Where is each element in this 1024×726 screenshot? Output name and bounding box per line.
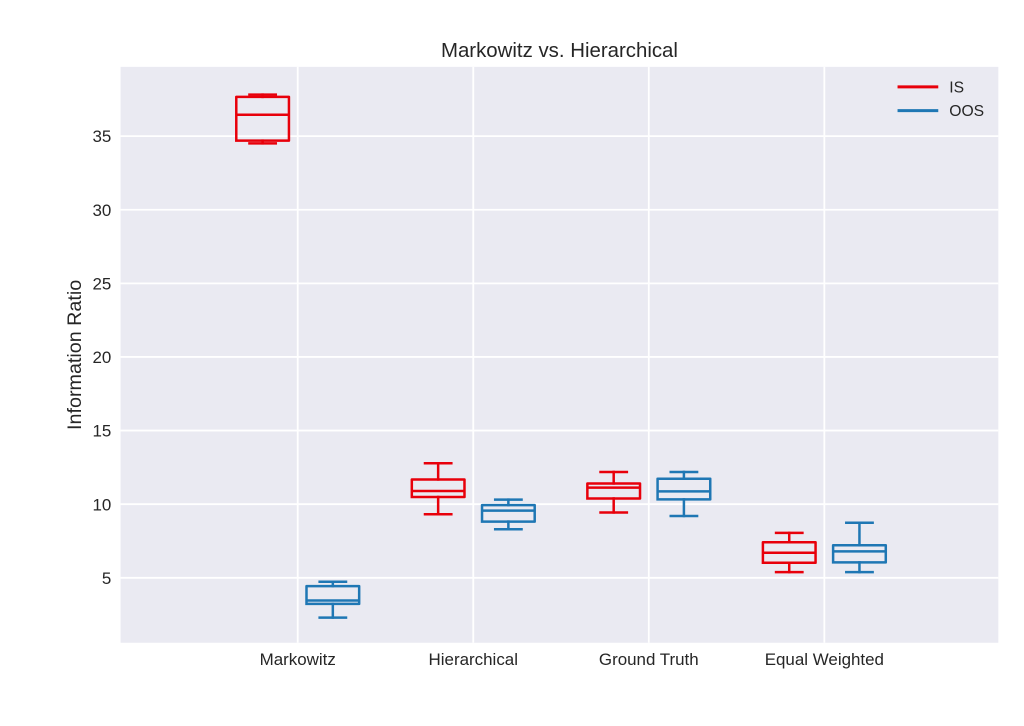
svg-text:35: 35 <box>92 127 111 146</box>
svg-text:20: 20 <box>92 348 111 367</box>
svg-text:IS: IS <box>949 79 964 96</box>
svg-text:15: 15 <box>92 422 111 441</box>
svg-text:5: 5 <box>102 569 111 588</box>
svg-text:25: 25 <box>92 274 111 293</box>
svg-text:30: 30 <box>92 201 111 220</box>
svg-text:Markowitz: Markowitz <box>260 650 336 669</box>
svg-text:Hierarchical: Hierarchical <box>429 650 518 669</box>
svg-text:Ground Truth: Ground Truth <box>599 650 699 669</box>
svg-text:OOS: OOS <box>949 103 984 120</box>
svg-text:Information Ratio: Information Ratio <box>64 280 86 430</box>
svg-text:10: 10 <box>92 495 111 514</box>
svg-text:Equal Weighted: Equal Weighted <box>765 650 884 669</box>
svg-text:Markowitz vs. Hierarchical: Markowitz vs. Hierarchical <box>441 40 678 62</box>
